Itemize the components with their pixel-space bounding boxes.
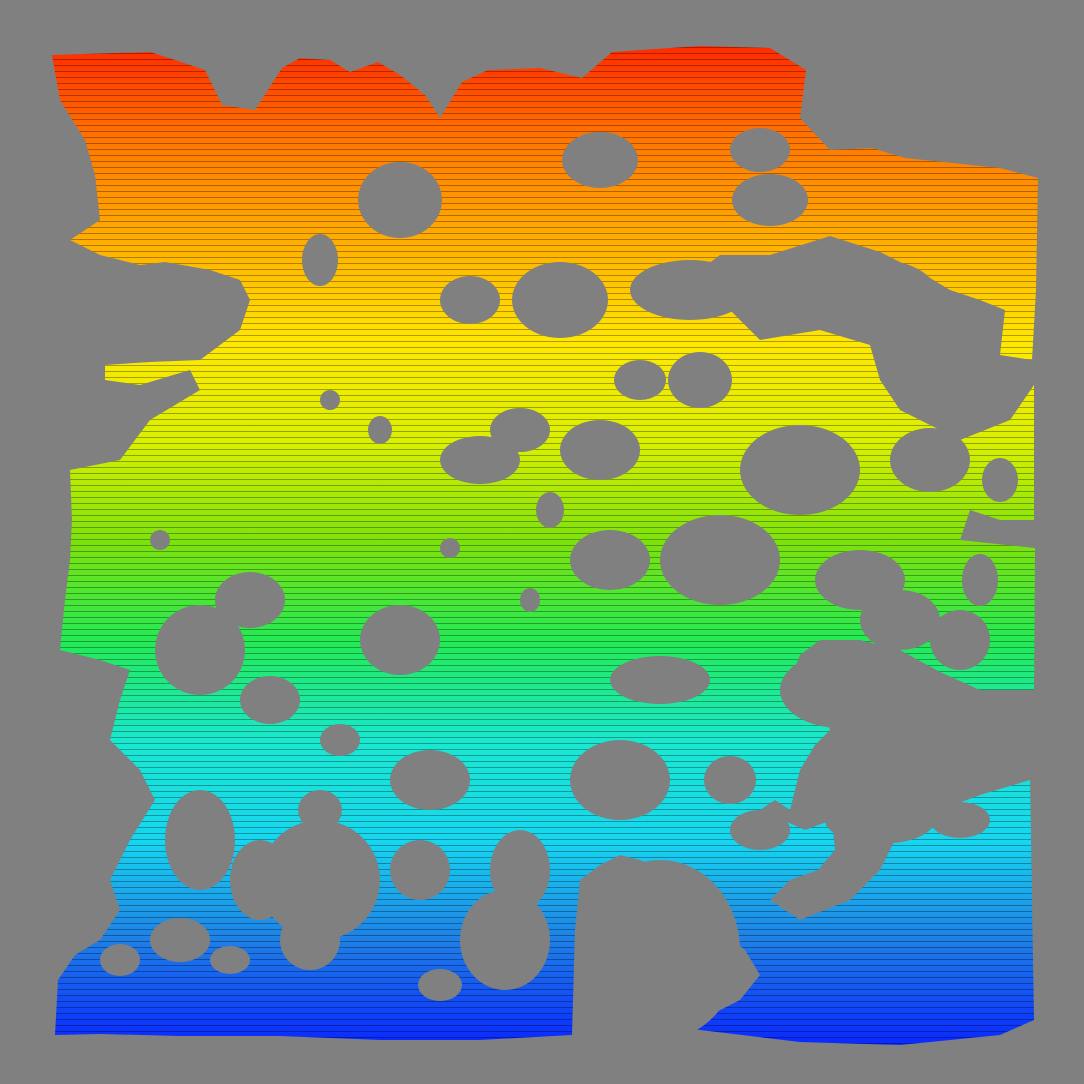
shading-overlay	[52, 46, 1038, 1045]
porous-structure-render	[52, 46, 1038, 1045]
render-viewport[interactable]	[0, 0, 1084, 1084]
